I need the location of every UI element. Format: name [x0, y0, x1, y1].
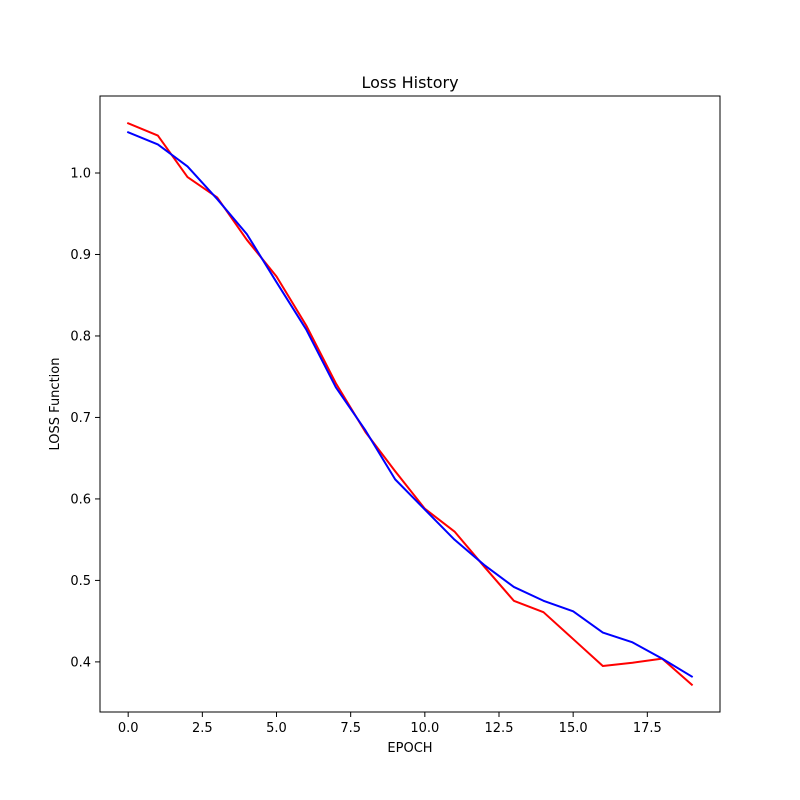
y-tick-label: 0.8 — [70, 329, 91, 344]
x-tick-label: 12.5 — [485, 721, 514, 736]
x-tick-label: 0.0 — [118, 721, 139, 736]
series-line-2 — [126, 130, 694, 678]
y-tick-label: 0.6 — [70, 492, 91, 507]
x-tick-label: 5.0 — [266, 721, 287, 736]
x-tick-label: 2.5 — [192, 721, 213, 736]
x-tick-label: 17.5 — [633, 721, 662, 736]
plot-frame — [99, 95, 721, 713]
y-axis-title: LOSS Function — [48, 358, 63, 451]
chart-title: Loss History — [361, 73, 458, 92]
x-tick-label: 10.0 — [410, 721, 439, 736]
ticks-layer: 0.0 2.5 5.0 7.5 10.0 12.5 15.0 17.5 0.4 0.5 0.6 0.7… — [70, 167, 661, 737]
series-layer — [126, 121, 694, 687]
x-tick-label: 15.0 — [559, 721, 588, 736]
x-axis-title: EPOCH — [387, 741, 432, 756]
y-tick-label: 0.4 — [70, 655, 91, 670]
y-tick-label: 0.7 — [70, 411, 91, 426]
y-tick-label: 0.5 — [70, 574, 91, 589]
y-tick-label: 0.9 — [70, 248, 91, 263]
y-tick-label: 1.0 — [70, 167, 91, 182]
x-tick-label: 7.5 — [340, 721, 361, 736]
